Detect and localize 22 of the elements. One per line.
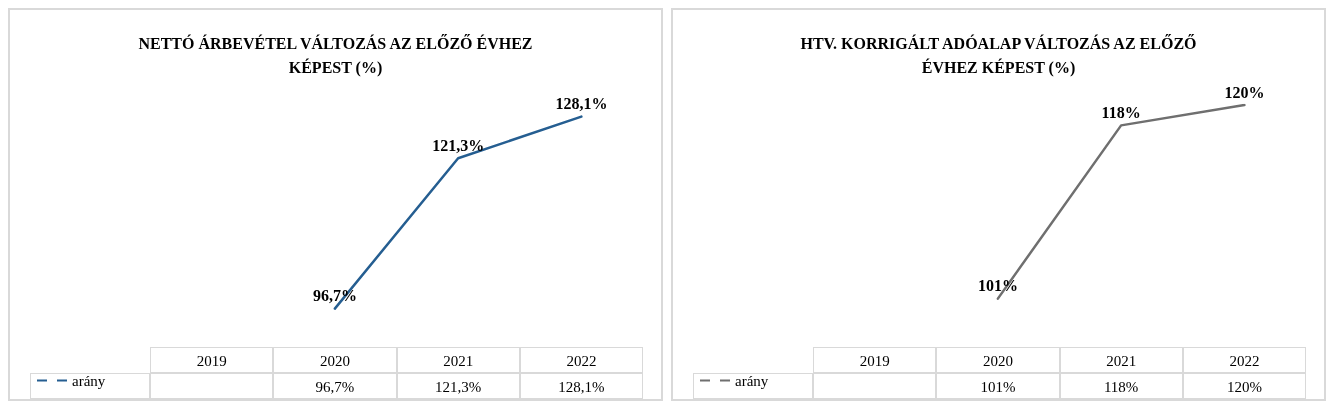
chart-title: NETTÓ ÁRBEVÉTEL VÁLTOZÁS AZ ELŐZŐ ÉVHEZ KÉPEST (%) [137,33,534,79]
text: 121,3% [432,136,485,154]
x-tick-label: 2021 [396,347,520,373]
x-tick-label: 2020 [936,347,1060,373]
data-label: 118% [1059,373,1183,399]
legend-label: arány [735,372,769,389]
x-tick-label: 2021 [1059,347,1183,373]
x-tick-label: 2019 [813,347,937,373]
x-tick-label: 2022 [519,347,643,373]
text: 128,1% [555,95,608,113]
x-tick-label: 2022 [1182,347,1306,373]
data-label: 128,1% [519,373,643,399]
data-label: 101% [936,373,1060,399]
text: 120% [1224,83,1265,101]
x-tick-label: 2019 [150,347,274,373]
x-tick-label: 2020 [273,347,397,373]
chart-title: HTV. KORRIGÁLT ADÓALAP VÁLTOZÁS AZ ELŐZŐ ÉVHEZ KÉPEST (%) [799,33,1198,79]
legend-label: arány [72,372,106,389]
text: 118% [1101,103,1141,121]
data-label: 120% [1182,373,1306,399]
data-label: 96,7% [273,373,397,399]
data-label: 121,3% [396,373,520,399]
